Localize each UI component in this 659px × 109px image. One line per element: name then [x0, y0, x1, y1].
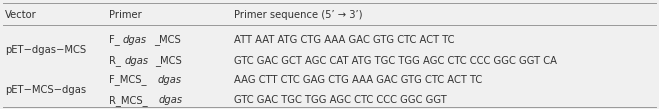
Text: pET−MCS−dgas: pET−MCS−dgas	[5, 85, 86, 95]
Text: dgas: dgas	[124, 56, 148, 66]
Text: Primer: Primer	[109, 10, 142, 20]
Text: Vector: Vector	[5, 10, 37, 20]
Text: R_MCS_: R_MCS_	[109, 95, 148, 106]
Text: AAG CTT CTC GAG CTG AAA GAC GTG CTC ACT TC: AAG CTT CTC GAG CTG AAA GAC GTG CTC ACT …	[234, 75, 482, 85]
Text: R_: R_	[109, 56, 121, 66]
Text: GTC GAC GCT AGC CAT ATG TGC TGG AGC CTC CCC GGC GGT CA: GTC GAC GCT AGC CAT ATG TGC TGG AGC CTC …	[234, 56, 557, 66]
Text: dgas: dgas	[159, 95, 183, 105]
Text: dgas: dgas	[123, 35, 147, 45]
Text: Primer sequence (5’ → 3’): Primer sequence (5’ → 3’)	[234, 10, 362, 20]
Text: ATT AAT ATG CTG AAA GAC GTG CTC ACT TC: ATT AAT ATG CTG AAA GAC GTG CTC ACT TC	[234, 35, 455, 45]
Text: _MCS: _MCS	[154, 34, 181, 45]
Text: F_: F_	[109, 34, 119, 45]
Text: pET−dgas−MCS: pET−dgas−MCS	[5, 45, 86, 55]
Text: GTC GAC TGC TGG AGC CTC CCC GGC GGT: GTC GAC TGC TGG AGC CTC CCC GGC GGT	[234, 95, 447, 105]
Text: dgas: dgas	[157, 75, 181, 85]
Text: _MCS: _MCS	[155, 56, 182, 66]
Text: F_MCS_: F_MCS_	[109, 74, 146, 85]
